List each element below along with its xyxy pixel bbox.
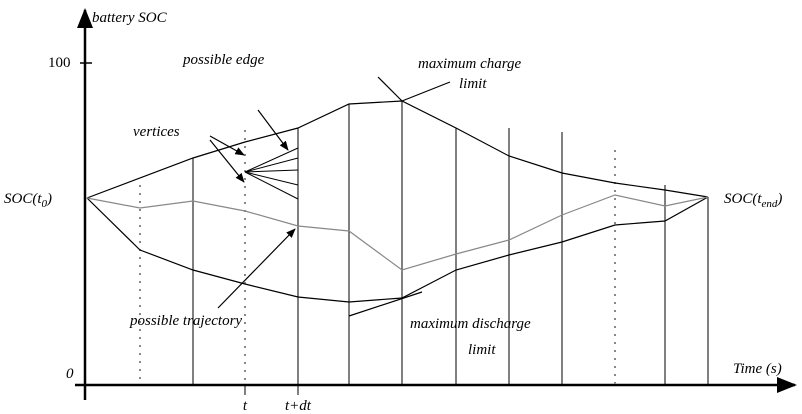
vertices-label: vertices xyxy=(133,124,180,140)
soc-start-label: SOC(t0) xyxy=(4,191,52,210)
possible-edge-label: possible edge xyxy=(182,52,265,68)
y-max-label: 100 xyxy=(48,55,71,71)
time-lines xyxy=(192,101,709,385)
max-charge-label: maximum charge xyxy=(418,56,522,72)
trajectory xyxy=(86,194,709,271)
max-discharge-label: maximum discharge xyxy=(410,316,531,332)
x-axis-label: Time (s) xyxy=(733,361,782,377)
max-charge-label: limit xyxy=(459,76,487,92)
charge-limit xyxy=(86,100,709,199)
t-label: t xyxy=(243,398,248,414)
t-dt-label: t+dt xyxy=(285,398,312,414)
edges xyxy=(244,147,299,200)
soc-end-label: SOC(tend) xyxy=(724,191,782,210)
dotted-lines xyxy=(139,130,616,385)
y-axis-label: battery SOC xyxy=(92,10,168,26)
max-discharge-label: limit xyxy=(468,342,496,358)
y-min-label: 0 xyxy=(66,366,74,382)
pointers xyxy=(209,76,451,317)
possible-trajectory-label: possible trajectory xyxy=(129,313,242,329)
